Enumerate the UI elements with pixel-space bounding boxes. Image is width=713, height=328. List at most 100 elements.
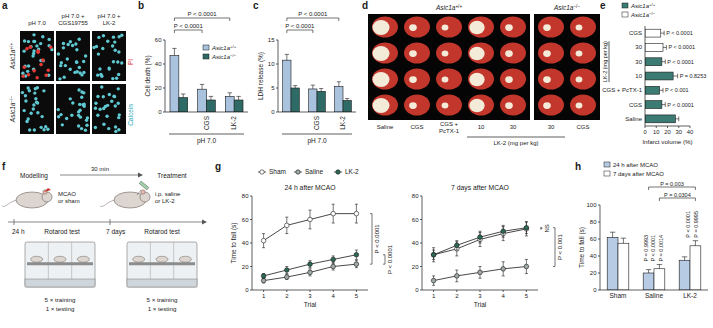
mouse-on-rod: [156, 256, 168, 262]
bracket: [659, 198, 695, 201]
bracket: [383, 255, 385, 264]
text-line: LK-2: [103, 20, 116, 26]
slice: [468, 95, 494, 116]
p-value: NS: [544, 224, 550, 232]
brain-slice: [500, 95, 526, 116]
cell: [39, 126, 42, 129]
bar: [643, 273, 654, 290]
dead-cell: [47, 68, 51, 72]
y-tick: [163, 88, 165, 89]
cell: [40, 115, 43, 118]
cell: [106, 40, 109, 43]
brain-slice: [500, 69, 526, 90]
y-tick: [598, 256, 600, 257]
error-bar: [675, 117, 678, 122]
y-tick: [420, 196, 422, 197]
cell: [102, 123, 105, 126]
cell: [42, 89, 45, 92]
cell: [46, 127, 49, 130]
x-tick: [645, 126, 646, 128]
lane-divider: [71, 242, 72, 279]
y-axis-label: Time to fall (s): [578, 227, 586, 268]
p-value: P < 0.0001: [667, 59, 694, 65]
column-label: pH 7.0 +LK-2: [98, 13, 121, 26]
dead-cell: [21, 74, 25, 78]
panel-label: f: [2, 161, 6, 172]
brain-slice: [538, 43, 564, 64]
cell: [117, 73, 120, 76]
slice: [404, 69, 430, 90]
lane-divider: [48, 242, 49, 279]
cell: [33, 91, 36, 94]
text-line: or sham: [58, 198, 80, 204]
error-bar: [682, 257, 687, 260]
cell: [111, 77, 114, 80]
cell: [21, 91, 24, 94]
marker: [308, 217, 313, 222]
dose-label: LK-2 (mg per kg): [493, 140, 538, 146]
cell: [29, 112, 32, 115]
marker: [455, 243, 460, 248]
dose-line: [467, 137, 565, 138]
p-value: P = 0.0304: [664, 192, 691, 198]
dead-cell: [41, 58, 45, 62]
group-line: [282, 134, 352, 135]
error-bar: [479, 231, 482, 243]
slice: [404, 95, 430, 116]
legend-label: Asic1a−/−: [211, 53, 237, 60]
y-tick-label: 60: [155, 37, 162, 43]
protocol-label: 5 × training: [45, 296, 76, 303]
y-tick: [163, 40, 165, 41]
marker: [455, 274, 460, 279]
cell: [77, 124, 80, 127]
cell: [85, 124, 88, 127]
infarct: [576, 77, 583, 83]
micrograph: [92, 84, 126, 134]
category-label: CGS: [203, 115, 210, 130]
row-label: Asic1a+/+: [9, 43, 16, 71]
cell: [23, 39, 26, 42]
error-bar: [693, 241, 698, 246]
y-tick-label: 0: [593, 287, 597, 293]
slice: [436, 95, 462, 116]
error-bar: [455, 270, 458, 282]
error-bar: [285, 217, 288, 233]
legend-swatch: [604, 162, 610, 167]
infarct: [505, 102, 513, 109]
interval-label: 30 min: [91, 166, 109, 172]
rotarod-icon: [25, 242, 95, 287]
x-tick: [690, 126, 691, 128]
cell: [82, 105, 85, 108]
cell: [112, 60, 115, 63]
x-tick-label: 2: [285, 293, 289, 299]
error-bar: [662, 102, 665, 107]
brain-slice: [570, 95, 596, 116]
brain-slice: [436, 95, 462, 116]
x-tick-label: 4: [332, 293, 336, 299]
legend-swatch: [203, 54, 209, 59]
y-tick: [598, 290, 600, 291]
x-tick: [526, 290, 527, 292]
column-label: CGS: [410, 124, 423, 130]
plot-marks: [607, 232, 701, 290]
x-tick: [310, 290, 311, 292]
cell: [117, 128, 120, 131]
genotype: +/+: [649, 2, 656, 7]
brain-slice: [372, 69, 398, 90]
bracket: [649, 187, 696, 190]
genotype: −/−: [573, 4, 580, 9]
y-tick: [250, 196, 252, 197]
bar: [618, 243, 629, 290]
p-value: P < 0.001: [665, 87, 689, 93]
infarct: [373, 46, 390, 61]
plot-marks: [261, 204, 358, 283]
cell: [60, 61, 63, 64]
error-bar: [311, 85, 315, 89]
cell: [117, 116, 120, 119]
brain-slice: [538, 69, 564, 90]
column-label: CGS +PcTX-1: [439, 121, 460, 134]
cell: [114, 130, 117, 133]
infarct: [373, 20, 390, 35]
cell: [62, 46, 65, 49]
line: [434, 228, 527, 255]
